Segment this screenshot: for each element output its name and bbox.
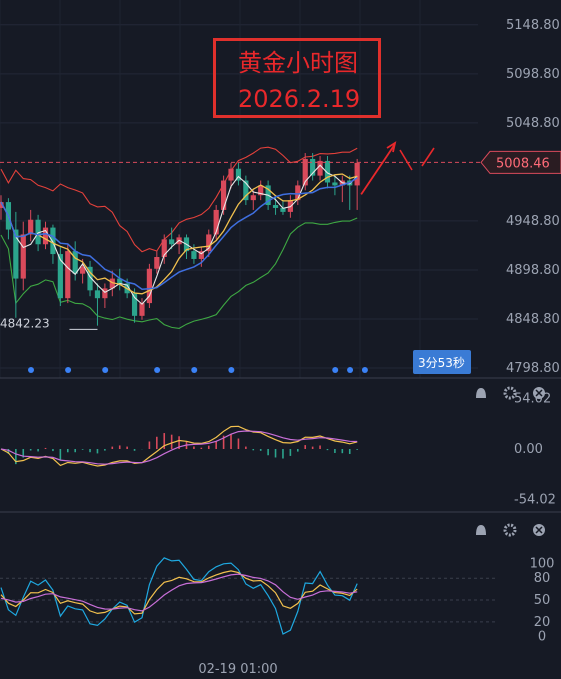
candle-body [302,158,308,186]
boll-upper-line [0,146,358,253]
candle-body [324,160,331,183]
candle-body [28,219,34,235]
candle-body [80,266,86,274]
candle-body [280,207,286,212]
countdown-box [413,350,471,374]
macd-dif-line [0,425,358,467]
event-marker [65,367,72,373]
ma-long-line [0,177,358,290]
event-marker [332,367,339,373]
candle-body [250,195,256,201]
candle-body [310,158,316,176]
price-tick: 5148.80 [506,18,560,33]
candle-body [117,278,123,284]
event-marker [228,367,235,373]
kdj-tick: 100 [530,557,555,572]
candle-body [35,219,41,245]
gear-icon[interactable] [503,523,517,537]
candle-body [206,234,212,252]
candle-body [243,180,249,201]
candle-body [198,251,204,259]
candle-body [139,303,145,316]
event-marker [102,367,109,373]
candle-body [169,239,175,245]
outlook-arrow [360,141,397,195]
kdj-k-line [0,570,358,615]
annotation-box: 黄金小时图 2026.2.19 [213,38,381,118]
gear-icon[interactable] [503,386,517,400]
macd-tick: 0.00 [514,442,543,457]
candle-body [109,278,115,289]
macd-pane: 54.02 0.00 -54.02 [0,391,556,508]
kdj-tick: 50 [534,593,551,608]
bell-icon[interactable] [476,525,486,535]
event-marker [154,367,161,373]
price-tick: 4798.80 [506,361,560,376]
candle-body [235,168,242,181]
candle-body [161,239,167,258]
macd-dea-line [0,430,358,465]
candle-body [354,162,360,186]
candle-body [65,251,71,299]
price-tick: 4898.80 [506,263,560,278]
bell-icon[interactable] [476,388,486,398]
moving-averages: 4842.23 [0,141,482,330]
macd-tick: 54.02 [514,391,551,406]
kdj-tick: 80 [534,571,551,586]
annotation-title: 黄金小时图 [238,49,358,77]
candle-body [50,227,56,255]
price-tick: 4948.80 [506,214,560,229]
candle-body [295,185,301,201]
time-axis-label: 02-19 01:00 [198,662,277,677]
event-marker [361,367,368,373]
close-icon-glyph [535,526,543,534]
price-tick: 4848.80 [506,312,560,327]
outlook-zigzag [399,147,435,171]
current-price-label: 5008.46 [496,156,550,171]
candle-body [272,205,279,208]
close-icon-glyph [535,389,543,397]
event-marker [191,367,198,373]
candle-body [72,251,78,274]
candle-body [42,227,49,245]
price-tick: 5048.80 [506,116,560,131]
price-tick: 5098.80 [506,67,560,82]
candle-body [57,254,63,299]
annotation-date: 2026.2.19 [238,85,361,113]
candle-body [317,160,323,176]
candle-body [213,209,219,235]
candle-body [87,266,93,291]
kdj-j-line [0,557,358,635]
candle-body [191,251,197,259]
candle-body [13,229,19,279]
candle-body [20,234,26,279]
price-axis: 5148.80 5098.80 5048.80 4948.80 4898.80 4848.… [413,18,561,376]
candle-body [146,268,152,304]
candle-body [102,288,108,299]
kdj-tick: 0 [538,629,546,644]
event-markers [28,367,368,373]
event-marker [28,367,34,373]
kdj-d-line [0,573,358,612]
macd-tick: -54.02 [514,493,556,508]
candle-body [154,257,160,269]
candle-body [228,168,234,181]
event-marker [347,367,354,373]
ma-mid-line [0,173,358,295]
candle-body [258,185,264,196]
kdj-pane-controls [476,523,545,537]
candle-body [131,293,138,316]
low-label: 4842.23 [0,316,50,330]
candle-body [94,290,101,299]
macd-pane-controls [476,386,545,400]
candle-body [221,180,227,210]
countdown-label: 3分53秒 [418,356,465,370]
kdj-tick: 20 [534,615,551,630]
candle-body [332,182,338,186]
current-price-tag [480,150,561,174]
